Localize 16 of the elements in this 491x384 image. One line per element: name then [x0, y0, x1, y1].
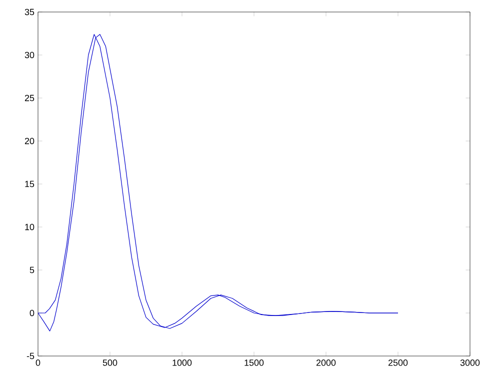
y-tick-label: 35 — [24, 8, 34, 16]
y-tick-label: 20 — [24, 138, 34, 144]
y-tick-label: 5 — [30, 266, 34, 274]
y-tick-label: 0 — [30, 310, 34, 316]
x-tick-label: 2500 — [388, 360, 408, 366]
y-tick-label: -5 — [26, 352, 34, 360]
x-tick-label: 2000 — [316, 360, 336, 366]
x-tick-label: 1500 — [244, 360, 264, 366]
x-tick-label: 1000 — [172, 360, 192, 366]
x-tick-label: 0 — [36, 360, 40, 366]
y-tick-label: 30 — [24, 52, 34, 58]
y-tick-label: 25 — [24, 94, 34, 102]
y-tick-label: 15 — [25, 180, 34, 188]
y-tick-label: 10 — [25, 224, 34, 230]
x-tick-label: 500 — [102, 360, 118, 366]
x-tick-label: 3000 — [460, 360, 480, 366]
